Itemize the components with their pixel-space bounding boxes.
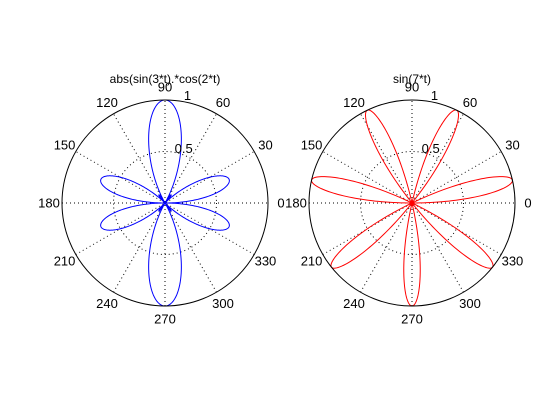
outer-ring-right [308,99,516,307]
theta-tick-label-left: 270 [154,312,176,327]
theta-tick-label-left: 180 [38,196,60,211]
r-tick-label-left: 1 [184,88,191,103]
r-tick-label-right: 0.5 [422,141,440,156]
theta-tick-label-right: 270 [401,312,423,327]
theta-tick-label-right: 60 [463,95,477,110]
theta-tick-label-left: 90 [158,80,172,95]
theta-tick-label-right: 120 [343,95,365,110]
ring-gridline-right [360,151,464,255]
theta-tick-label-right: 0 [524,196,531,211]
chart-title-left: abs(sin(3*t).*cos(2*t) [110,72,221,86]
theta-tick-label-right: 90 [405,80,419,95]
theta-tick-label-left: 0 [277,196,284,211]
outer-ring-left [61,99,269,307]
theta-tick-label-right: 210 [301,254,323,269]
theta-tick-label-left: 150 [54,138,76,153]
theta-tick-label-left: 60 [216,95,230,110]
ring-gridline-left [113,151,217,255]
theta-tick-label-right: 180 [285,196,307,211]
r-tick-label-right: 1 [431,88,438,103]
polar-curve-left [100,99,230,307]
theta-tick-label-left: 210 [54,254,76,269]
polar-plot-right: 0.5 1 0 30 60 90 120 150 180 210 240 270 300 330 sin(7… [285,72,531,327]
polar-plot-left: 0.5 1 0 30 60 90 120 150 180 210 240 270 300 330 abs(s… [38,72,284,327]
r-tick-label-left: 0.5 [175,141,193,156]
theta-tick-label-left: 240 [96,296,118,311]
theta-tick-label-right: 150 [301,138,323,153]
theta-tick-label-right: 330 [502,254,524,269]
theta-tick-label-left: 120 [96,95,118,110]
theta-tick-label-right: 30 [505,138,519,153]
theta-tick-label-right: 240 [343,296,365,311]
chart-title-right: sin(7*t) [393,72,431,86]
theta-tick-label-left: 30 [258,138,272,153]
polar-curve-right [311,109,513,307]
theta-tick-label-left: 330 [255,254,277,269]
theta-tick-label-right: 300 [459,296,481,311]
theta-tick-label-left: 300 [212,296,234,311]
